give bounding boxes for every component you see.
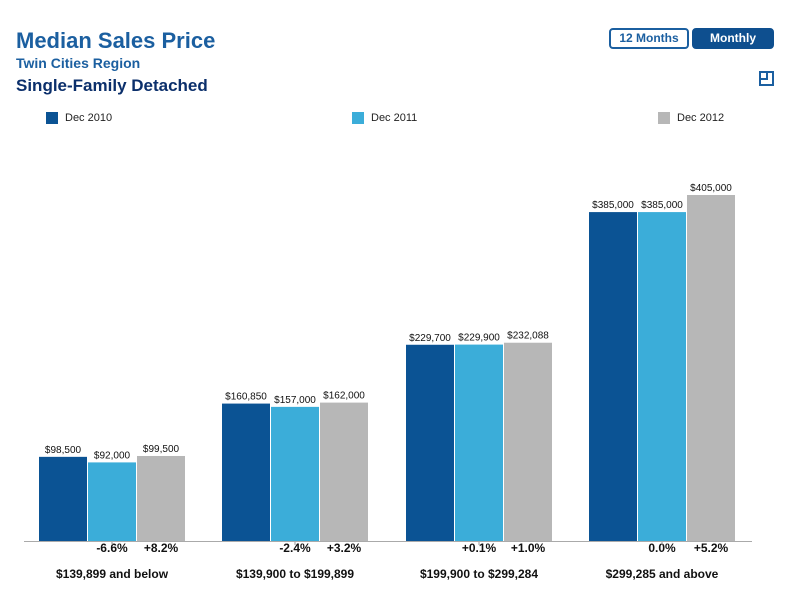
data-label: $157,000 xyxy=(274,395,316,406)
chart-title: Median Sales Price xyxy=(16,28,216,53)
category-label: $139,900 to $199,899 xyxy=(236,567,354,581)
bar xyxy=(320,402,368,541)
bar xyxy=(271,406,319,541)
change-label: +3.2% xyxy=(327,541,362,555)
data-label: $229,900 xyxy=(458,333,500,344)
data-label: $162,000 xyxy=(323,391,365,402)
data-label: $160,850 xyxy=(225,392,267,403)
data-label: $405,000 xyxy=(690,183,732,194)
data-label: $99,500 xyxy=(143,444,180,455)
legend-swatch xyxy=(352,112,364,124)
bar xyxy=(222,403,270,541)
category-label: $199,900 to $299,284 xyxy=(420,567,538,581)
change-label: 0.0% xyxy=(648,541,676,555)
legend-label: Dec 2010 xyxy=(65,112,113,124)
bar xyxy=(406,344,454,541)
change-label: +1.0% xyxy=(511,541,546,555)
bar xyxy=(88,462,136,541)
data-label: $385,000 xyxy=(641,200,683,211)
expand-icon[interactable] xyxy=(759,71,774,86)
legend-label: Dec 2011 xyxy=(371,112,418,124)
category-label: $299,285 and above xyxy=(606,567,719,581)
change-label: +0.1% xyxy=(462,541,497,555)
bar xyxy=(39,456,87,541)
data-label: $232,088 xyxy=(507,331,549,342)
legend-swatch xyxy=(46,112,58,124)
bar xyxy=(504,342,552,541)
data-label: $98,500 xyxy=(45,445,82,456)
category-label: $139,899 and below xyxy=(56,567,169,581)
data-label: $229,700 xyxy=(409,333,451,344)
change-label: +5.2% xyxy=(694,541,729,555)
bar xyxy=(589,212,637,541)
change-label: -6.6% xyxy=(96,541,128,555)
data-label: $385,000 xyxy=(592,200,634,211)
legend-swatch xyxy=(658,112,670,124)
bar xyxy=(455,344,503,541)
twelve-months-button[interactable]: 12 Months xyxy=(609,28,689,49)
chart-subtitle: Twin Cities Region xyxy=(16,55,141,71)
bar xyxy=(687,195,735,541)
legend-label: Dec 2012 xyxy=(677,112,725,124)
bar xyxy=(137,455,185,541)
change-label: +8.2% xyxy=(144,541,179,555)
change-label: -2.4% xyxy=(279,541,311,555)
bar xyxy=(638,212,686,541)
property-type-heading: Single-Family Detached xyxy=(16,76,208,95)
data-label: $92,000 xyxy=(94,450,131,461)
monthly-button[interactable]: Monthly xyxy=(692,28,774,49)
